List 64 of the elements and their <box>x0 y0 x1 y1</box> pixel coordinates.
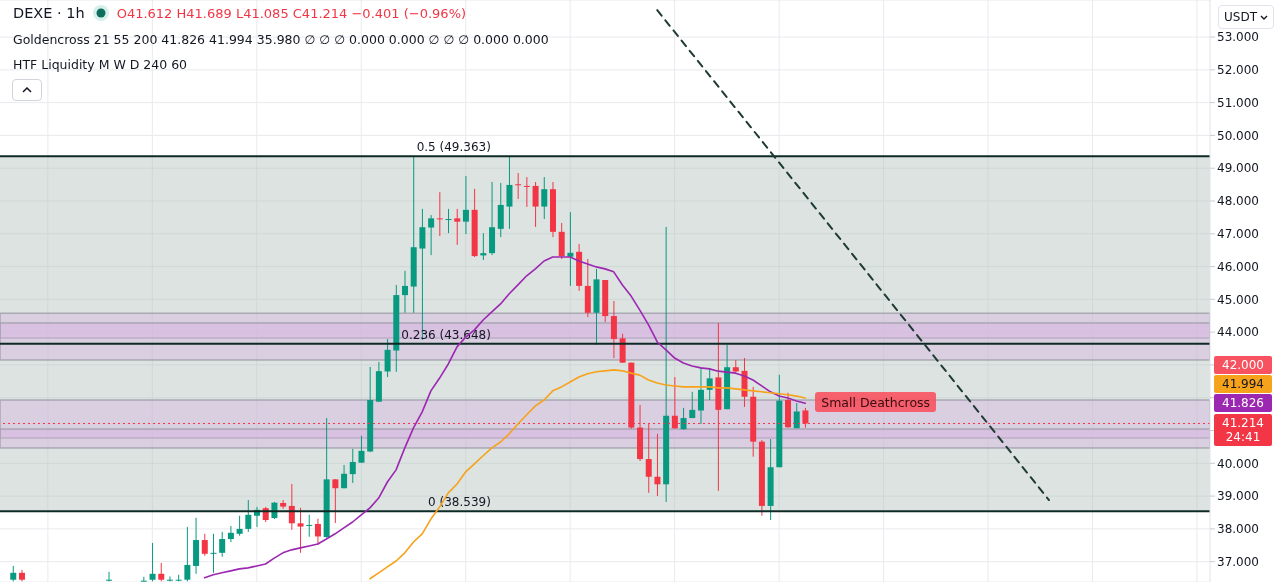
candlestick <box>201 533 208 557</box>
chart-title: DEXE · 1h <box>13 5 85 21</box>
candlestick <box>219 531 226 558</box>
ref-line-label: 41.214 <box>1222 416 1264 431</box>
y-tick-label: 48.000 <box>1217 194 1259 209</box>
candlestick <box>497 182 504 238</box>
candlestick <box>506 155 513 230</box>
candlestick <box>314 518 321 546</box>
candlestick <box>297 507 304 554</box>
chart-subtitle: O41.612 H41.689 L41.085 C41.214 −0.401 (−0.96%) <box>116 5 467 21</box>
candlestick <box>402 270 408 314</box>
candlestick <box>436 191 443 237</box>
candlestick <box>158 562 165 582</box>
y-axis-title: USDT <box>1224 10 1257 24</box>
line-series <box>369 369 807 580</box>
candlestick <box>610 300 617 359</box>
annotation: Goldencross 21 55 200 41.826 41.994 35.980 ∅ ∅ ∅ 0.000 0.000 ∅ ∅ ∅ 0.000 0.000 <box>13 32 549 47</box>
candlestick <box>227 525 234 543</box>
y-tick-label: 51.000 <box>1217 95 1259 110</box>
annotation: HTF Liquidity M W D 240 60 <box>13 57 188 72</box>
annotation: Small Deathcross <box>815 392 937 413</box>
candlestick <box>515 172 522 200</box>
candlestick <box>210 533 217 574</box>
candlestick <box>793 402 800 429</box>
candlestick <box>166 575 173 582</box>
candlestick <box>149 542 156 582</box>
y-tick-label: 47.000 <box>1217 227 1259 242</box>
text: 41.994 <box>1222 377 1264 392</box>
y-tick-label: 44.000 <box>1217 325 1259 340</box>
candlestick <box>306 514 313 538</box>
y-tick-label: 46.000 <box>1217 259 1259 274</box>
candlestick <box>523 176 530 208</box>
candlestick <box>280 499 287 510</box>
y-tick-label: 53.000 <box>1217 30 1259 45</box>
candlestick <box>236 515 243 537</box>
y-tick-label: 49.000 <box>1217 161 1259 176</box>
candlestick <box>445 208 452 234</box>
candlestick <box>106 571 113 582</box>
y-tick-label: 52.000 <box>1217 63 1259 78</box>
candlestick <box>349 448 356 484</box>
candlestick <box>697 367 704 425</box>
y-tick-label: 50.000 <box>1217 128 1259 143</box>
candlestick <box>454 208 461 246</box>
y-tick-label: 45.000 <box>1217 292 1259 307</box>
candlestick <box>462 175 469 235</box>
y-tick-label: 38.000 <box>1217 522 1259 537</box>
candlestick <box>358 435 365 464</box>
text: 42.000 <box>1222 358 1264 373</box>
y-tick-label: 39.000 <box>1217 489 1259 504</box>
candlestick <box>332 478 339 524</box>
candlestick <box>532 181 539 228</box>
y-tick-label: 40.000 <box>1217 456 1259 471</box>
candlestick <box>184 526 191 582</box>
ref-line-label: 0.5 (49.363) <box>416 140 491 155</box>
candlestick <box>541 176 548 220</box>
text: 24:41 <box>1225 430 1261 445</box>
candlestick <box>654 433 661 497</box>
candlestick <box>689 391 696 419</box>
candlestick <box>428 214 435 256</box>
y-tick-label: 37.000 <box>1217 554 1259 569</box>
candlestick <box>245 499 252 533</box>
candlestick <box>384 338 391 378</box>
candlestick <box>680 407 687 431</box>
text: 41.826 <box>1222 396 1264 411</box>
